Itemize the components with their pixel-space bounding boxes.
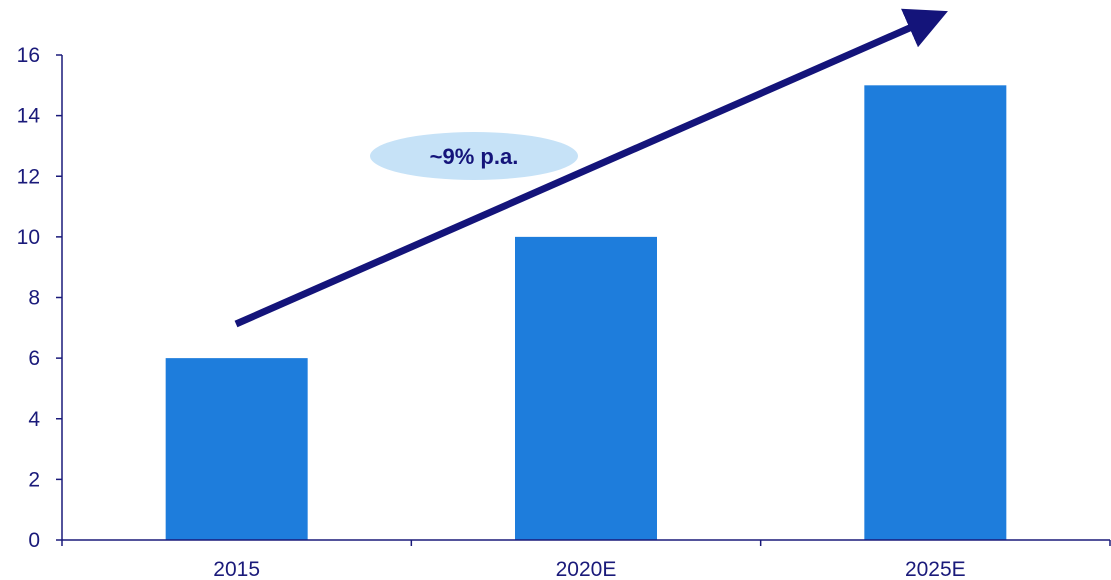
growth-annotation: ~9% p.a. xyxy=(234,8,948,328)
y-tick-label: 16 xyxy=(17,44,40,67)
growth-trend-arrow xyxy=(234,8,948,328)
x-tick-label: 2020E xyxy=(556,558,617,580)
y-tick-label: 14 xyxy=(17,105,41,128)
y-tick-label: 0 xyxy=(28,529,40,552)
x-tick-label: 2015 xyxy=(213,558,260,580)
x-tick-label: 2025E xyxy=(905,558,966,580)
y-tick-label: 2 xyxy=(28,468,40,491)
growth-rate-label: ~9% p.a. xyxy=(430,144,519,169)
y-tick-label: 12 xyxy=(17,165,40,188)
growth-rate-ellipse xyxy=(370,132,578,180)
x-ticks-layer: 2015 2020E 2025E xyxy=(61,540,1111,580)
bar-2020E xyxy=(515,236,657,540)
y-tick-label: 10 xyxy=(17,226,40,249)
y-tick-label: 4 xyxy=(28,408,40,431)
bar-2015 xyxy=(165,358,308,540)
y-ticks-layer: 0 2 4 6 8 10 12 14 16 xyxy=(17,44,62,552)
y-tick-label: 8 xyxy=(28,287,40,310)
y-tick-label: 6 xyxy=(28,347,40,370)
bar-2025E xyxy=(864,85,1007,540)
bars-layer xyxy=(165,85,1007,540)
